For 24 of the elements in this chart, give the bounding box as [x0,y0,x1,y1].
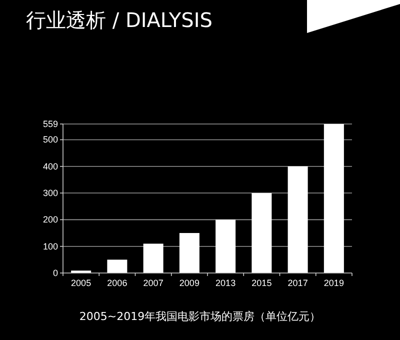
bar [288,166,308,273]
bar [252,193,272,273]
x-tick-label: 2013 [216,278,236,288]
bar [143,244,164,273]
bar [179,233,200,273]
text: 2005~2019年我国电影市场的票房（单位亿元） [79,310,321,323]
y-tick-label: 300 [42,188,58,198]
x-tick-label: 2015 [252,278,272,288]
y-tick-label: 0 [52,268,58,278]
y-tick-label: 200 [42,214,58,225]
chart-title: 行业透析 / DIALYSIS [26,8,212,32]
bar [324,124,344,273]
x-tick-label: 2006 [107,278,128,288]
y-tick-label: 500 [42,134,58,145]
x-tick-label: 2009 [179,278,200,288]
bar [216,220,236,273]
y-tick-label: 100 [42,241,58,252]
x-tick-label: 2019 [324,278,344,288]
y-tick-label: 559 [42,119,58,129]
x-tick-label: 2007 [143,278,164,288]
y-tick-label: 400 [42,161,58,172]
x-tick-label: 2017 [288,278,308,288]
x-tick-label: 2005 [71,278,92,288]
bar [107,260,128,273]
